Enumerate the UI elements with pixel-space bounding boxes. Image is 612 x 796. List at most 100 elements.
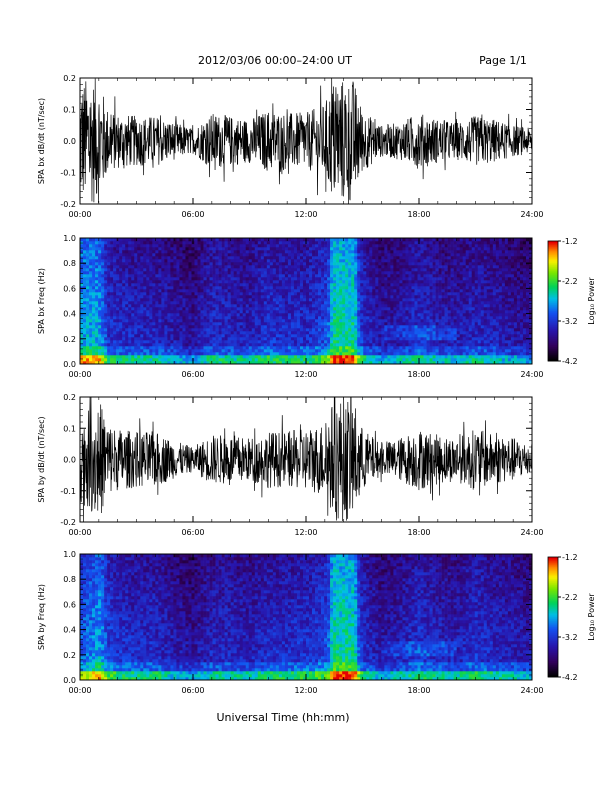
heatmap-cell xyxy=(351,331,355,335)
heatmap-cell xyxy=(309,316,313,320)
heatmap-cell xyxy=(122,250,126,254)
heatmap-cell xyxy=(152,313,156,317)
heatmap-cell xyxy=(254,271,259,275)
heatmap-cell xyxy=(251,334,256,338)
heatmap-cell xyxy=(239,259,244,263)
heatmap-cell xyxy=(245,280,250,284)
heatmap-cell xyxy=(188,358,192,362)
heatmap-cell xyxy=(233,271,237,275)
heatmap-cell xyxy=(110,310,114,314)
heatmap-cell xyxy=(146,334,150,338)
heatmap-cell xyxy=(179,274,183,278)
heatmap-cell xyxy=(110,238,114,242)
heatmap-cell xyxy=(426,316,430,320)
heatmap-cell xyxy=(275,241,280,245)
heatmap-cell xyxy=(281,289,286,293)
heatmap-cell xyxy=(278,247,283,251)
heatmap-cell xyxy=(233,238,237,242)
heatmap-cell xyxy=(393,259,397,263)
heatmap-cell xyxy=(212,307,216,311)
heatmap-cell xyxy=(80,355,84,359)
heatmap-cell xyxy=(233,340,237,344)
heatmap-cell xyxy=(224,277,228,281)
heatmap-cell xyxy=(423,319,427,323)
heatmap-cell xyxy=(245,355,250,359)
heatmap-cell xyxy=(257,250,262,254)
heatmap-cell xyxy=(122,307,126,311)
heatmap-cell xyxy=(281,298,286,302)
heatmap-cell xyxy=(101,334,105,338)
heatmap-cell xyxy=(324,304,328,308)
heatmap-cell xyxy=(134,346,138,350)
heatmap-cell xyxy=(411,274,415,278)
heatmap-cell xyxy=(266,295,271,299)
heatmap-cell xyxy=(260,241,265,245)
heatmap-cell xyxy=(272,340,277,344)
heatmap-cell xyxy=(290,334,295,338)
heatmap-cell xyxy=(284,250,289,254)
heatmap-cell xyxy=(107,295,111,299)
heatmap-cell xyxy=(351,343,355,347)
heatmap-cell xyxy=(366,334,370,338)
heatmap-cell xyxy=(315,361,319,365)
heatmap-cell xyxy=(420,256,424,260)
heatmap-cell xyxy=(296,295,301,299)
heatmap-cell xyxy=(399,268,403,272)
heatmap-cell xyxy=(321,274,325,278)
heatmap-cell xyxy=(209,265,213,269)
heatmap-cell xyxy=(98,304,102,308)
heatmap-cell xyxy=(372,316,376,320)
heatmap-cell xyxy=(155,307,159,311)
heatmap-cell xyxy=(363,301,367,305)
heatmap-cell xyxy=(230,346,234,350)
heatmap-cell xyxy=(179,316,183,320)
heatmap-cell xyxy=(426,259,430,263)
heatmap-cell xyxy=(309,319,313,323)
heatmap-cell xyxy=(357,250,361,254)
heatmap-cell xyxy=(399,259,403,263)
heatmap-cell xyxy=(215,265,219,269)
heatmap-cell xyxy=(122,298,126,302)
heatmap-cell xyxy=(312,265,316,269)
heatmap-cell xyxy=(345,301,349,305)
heatmap-cell xyxy=(167,301,171,305)
heatmap-cell xyxy=(137,241,141,245)
heatmap-cell xyxy=(188,334,192,338)
heatmap-cell xyxy=(182,346,186,350)
heatmap-cell xyxy=(321,262,325,266)
heatmap-cell xyxy=(152,340,156,344)
heatmap-cell xyxy=(221,295,225,299)
heatmap-cell xyxy=(284,298,289,302)
heatmap-cell xyxy=(278,283,283,287)
heatmap-cell xyxy=(89,346,93,350)
heatmap-cell xyxy=(224,238,228,242)
heatmap-cell xyxy=(254,325,259,329)
heatmap-cell xyxy=(366,343,370,347)
heatmap-cell xyxy=(137,343,141,347)
heatmap-cell xyxy=(345,304,349,308)
heatmap-cell xyxy=(302,274,307,278)
heatmap-cell xyxy=(203,271,207,275)
heatmap-cell xyxy=(242,355,247,359)
heatmap-cell xyxy=(110,241,114,245)
heatmap-cell xyxy=(128,358,132,362)
heatmap-cell xyxy=(312,238,316,242)
heatmap-cell xyxy=(387,241,391,245)
heatmap-cell xyxy=(101,292,105,296)
heatmap-cell xyxy=(435,298,439,302)
heatmap-cell xyxy=(396,340,400,344)
heatmap-cell xyxy=(218,283,222,287)
heatmap-cell xyxy=(372,322,376,326)
x-axis-label: Universal Time (hh:mm) xyxy=(217,711,350,724)
heatmap-cell xyxy=(224,286,228,290)
heatmap-cell xyxy=(411,256,415,260)
heatmap-cell xyxy=(336,352,340,356)
heatmap-cell xyxy=(176,274,180,278)
heatmap-cell xyxy=(227,328,231,332)
heatmap-cell xyxy=(287,307,292,311)
heatmap-cell xyxy=(318,271,322,275)
heatmap-cell xyxy=(369,301,373,305)
heatmap-cell xyxy=(296,340,301,344)
heatmap-cell xyxy=(191,304,195,308)
heatmap-cell xyxy=(423,280,427,284)
